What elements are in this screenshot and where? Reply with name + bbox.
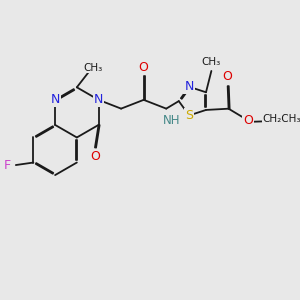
- Text: CH₃: CH₃: [83, 63, 103, 73]
- Text: N: N: [94, 93, 103, 106]
- Text: S: S: [185, 109, 193, 122]
- Text: N: N: [50, 93, 60, 106]
- Text: CH₃: CH₃: [202, 57, 221, 67]
- Text: N: N: [184, 80, 194, 93]
- Text: O: O: [139, 61, 148, 74]
- Text: F: F: [3, 158, 10, 172]
- Text: NH: NH: [163, 114, 180, 127]
- Text: CH₂CH₃: CH₂CH₃: [262, 114, 300, 124]
- Text: O: O: [243, 114, 253, 128]
- Text: O: O: [90, 150, 100, 163]
- Text: O: O: [223, 70, 232, 83]
